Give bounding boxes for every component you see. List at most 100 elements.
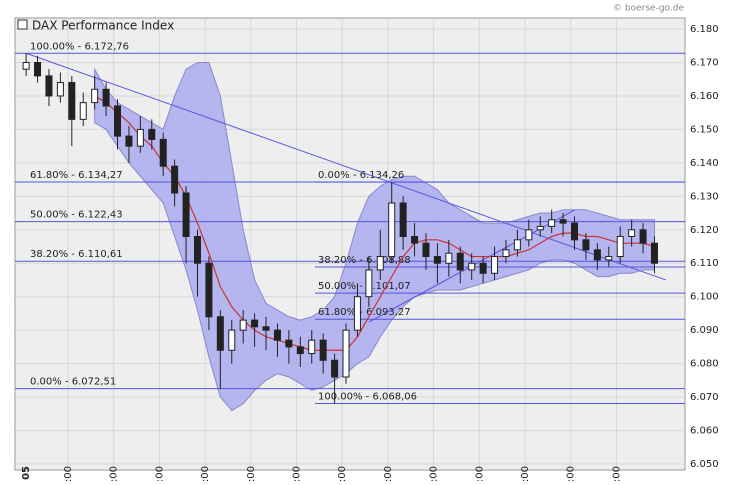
x-tick-label: 13:00 [246,466,257,481]
trend-line [25,52,667,281]
fib-label: 50.00% - 6.101,07 [318,281,411,292]
candle-body [536,225,544,231]
candle-body [285,339,293,348]
candle-body [456,252,464,271]
candle-body [251,319,259,328]
candle-body [376,256,384,271]
candle-body [182,192,190,237]
candle-body [102,88,110,107]
candle-body [628,229,636,237]
x-tick-label: 09:00 [63,466,74,481]
x-tick-label: 12:00 [200,466,211,481]
candle-body [433,256,441,264]
candle-body [34,61,42,77]
candle-body [491,256,499,274]
candle-body [593,249,601,261]
candle-body [45,75,53,97]
candle-body [171,165,179,194]
candle-body [559,219,567,224]
candle-body [502,249,510,258]
candle-body [388,202,396,258]
y-tick-label: 6.160 [690,91,719,102]
fib-label: 100.00% - 6.172,76 [30,41,129,52]
y-tick-label: 6.050 [690,459,719,470]
y-tick-label: 6.060 [690,426,719,437]
candle-body [331,359,339,378]
candle-body [422,242,430,258]
source: © boerse-go.de [613,4,684,14]
candle-body [205,262,213,318]
candle-body [296,346,304,355]
x-tick-label: 18:00 [474,466,485,481]
x-tick-label: 21:00 [611,466,622,481]
x-tick-label: 17:00 [429,466,440,481]
candle-body [605,256,613,261]
candle-body [365,269,373,298]
y-tick-label: 6.100 [690,292,719,303]
candle-body [159,138,167,167]
fib-label: 61.80% - 6.134,27 [30,170,123,181]
fib-label: 50.00% - 6.122,43 [30,210,123,221]
fib-label: 38.20% - 6.110,61 [30,249,123,260]
candle-body [468,262,476,271]
x-start-label: 08:05 [21,466,32,481]
y-tick-label: 6.150 [690,124,719,135]
chart-title: DAX Performance Index [32,19,174,33]
candle-body [479,262,487,274]
y-tick-label: 6.110 [690,258,719,269]
candle-body [548,219,556,227]
candle-body [513,239,521,251]
y-tick-label: 6.180 [690,24,719,35]
y-tick-label: 6.090 [690,325,719,336]
candle-body [22,61,30,70]
candle-body [525,229,533,241]
candle-body [148,128,156,140]
y-tick-label: 6.070 [690,392,719,403]
candle-body [273,329,281,341]
fib-label: 0.00% - 6.072,51 [30,377,116,388]
candle-body [342,329,350,378]
candle-body [319,339,327,361]
x-tick-label: 16:00 [383,466,394,481]
x-tick-label: 20:00 [566,466,577,481]
candle-body [582,239,590,251]
y-tick-label: 6.130 [690,191,719,202]
candle-body [616,235,624,258]
candle-body [399,202,407,237]
candle-body [114,105,122,137]
y-tick-label: 6.120 [690,225,719,236]
x-tick-label: 15:00 [337,466,348,481]
x-tick-label: 14:00 [292,466,303,481]
candle-body [411,235,419,244]
y-tick-label: 6.080 [690,359,719,370]
candle-body [445,252,453,264]
candle-body [68,82,76,120]
fib-label: 38.20% - 6.108,88 [318,255,411,266]
candle-body [262,326,270,331]
grid: 6.050 6.060 6.070 6.080 6.090 6.100 6.110 6.120… [15,18,719,485]
fib-label: 61.80% - 6.093,27 [318,307,411,318]
fib-label: 100.00% - 6.068,06 [318,392,417,403]
candle-body [193,235,201,264]
candle-body [136,128,144,147]
layer: 100.00% - 6.172,76 61.80% - 6.134,27 50.00… [15,41,685,412]
candle-body [639,229,647,244]
candle-body [353,296,361,331]
candle-body [571,222,579,241]
x-tick-label: 10:00 [109,466,120,481]
fib-label: 0.00% - 6.134,26 [318,170,404,181]
legend-box [17,19,28,30]
candle-body [125,135,133,147]
candle-body [56,82,64,97]
candle-body [239,319,247,331]
x-tick-label: 19:00 [520,466,531,481]
x-tick-label: 11:00 [154,466,165,481]
candle-body [91,88,99,104]
candle-body [228,329,236,351]
candle-body [216,316,224,351]
candle-body [650,242,658,264]
y-tick-label: 6.140 [690,158,719,169]
candle-body [308,339,316,355]
candle-body [79,102,87,120]
